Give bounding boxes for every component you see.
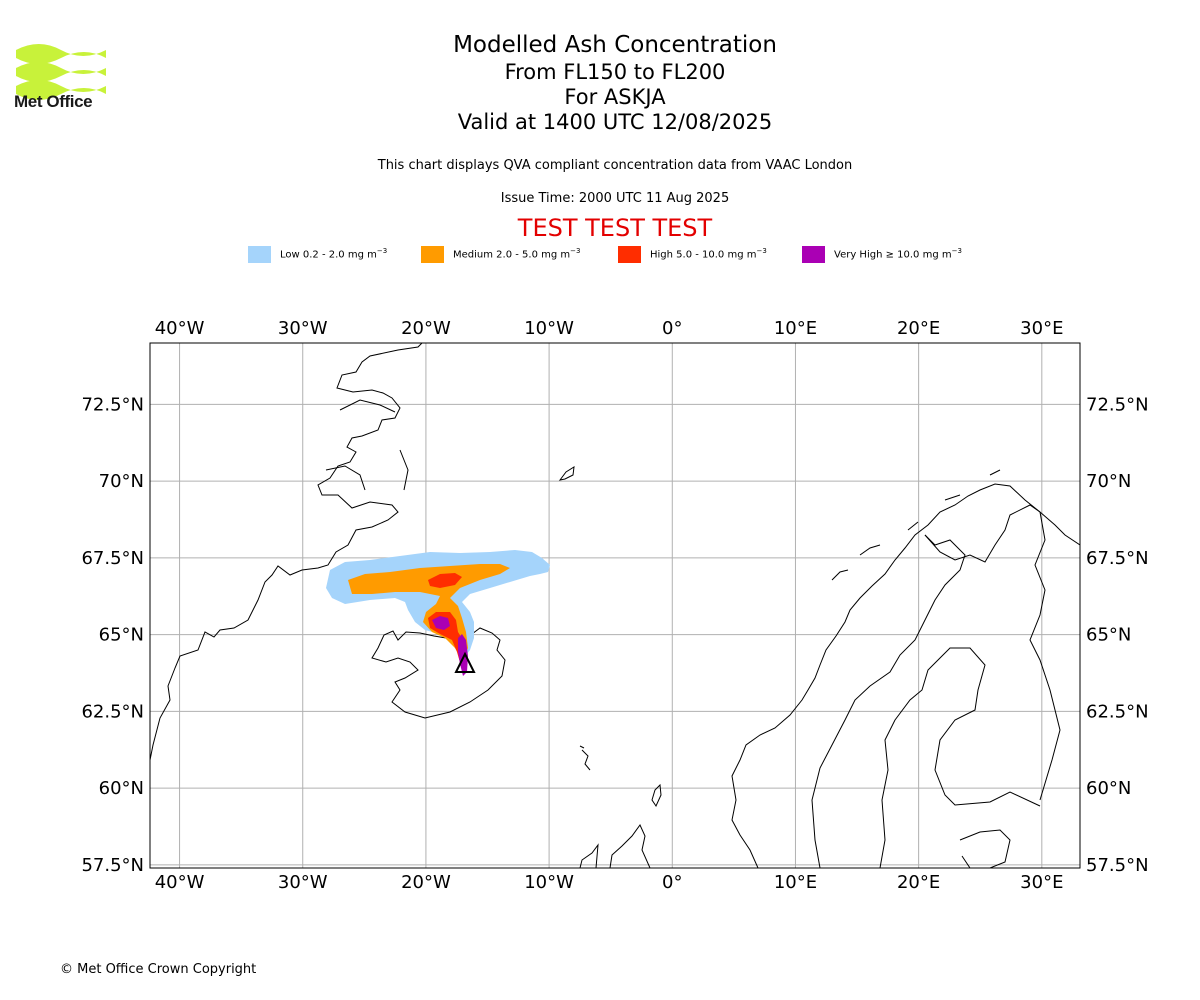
lat-tick-label-left: 57.5°N <box>81 855 144 876</box>
ash-plume <box>326 550 550 676</box>
graticule <box>150 343 1080 868</box>
test-banner: TEST TEST TEST <box>517 214 713 242</box>
lon-tick-label-top: 10°W <box>524 318 574 339</box>
lon-tick-label-bottom: 20°E <box>897 872 940 893</box>
legend-swatch-low <box>248 245 271 263</box>
legend-label-medium: Medium 2.0 - 5.0 mg m <box>453 249 571 261</box>
lon-tick-label-top: 20°W <box>401 318 451 339</box>
baltic-coast <box>879 647 1041 868</box>
ash-medium-area <box>348 564 510 660</box>
lat-tick-label-right: 62.5°N <box>1086 701 1149 722</box>
scandinavia-coastline <box>731 483 1080 868</box>
shetland-coastline <box>651 783 662 808</box>
volcano-marker-icon <box>454 651 476 673</box>
lon-tick-label-bottom: 10°E <box>774 872 817 893</box>
legend-item-high: High 5.0 - 10.0 mg m−3 <box>618 244 767 264</box>
finland-russia-border <box>1029 511 1061 801</box>
chart-title: Modelled Ash Concentration <box>453 32 777 58</box>
lat-tick-label-right: 57.5°N <box>1086 855 1149 876</box>
lon-tick-label-bottom: 30°E <box>1020 872 1063 893</box>
flight-levels: From FL150 to FL200 <box>504 60 726 84</box>
valid-time: Valid at 1400 UTC 12/08/2025 <box>457 110 773 134</box>
lon-tick-label-top: 20°E <box>897 318 940 339</box>
map-background <box>150 343 1080 868</box>
legend-swatch-medium <box>421 245 444 263</box>
ash-very-high-area <box>432 616 468 676</box>
lon-tick-label-top: 10°E <box>774 318 817 339</box>
lon-tick-label-bottom: 0° <box>662 872 682 893</box>
chart-description: This chart displays QVA compliant concen… <box>377 158 853 173</box>
axis-tick-labels: 40°W 40°W 30°W 30°W 20°W 20°W 10°W 10°W 0° 0° 10°E… <box>81 318 1148 893</box>
lon-tick-label-bottom: 40°W <box>155 872 205 893</box>
lon-tick-label-bottom: 10°W <box>524 872 574 893</box>
coastlines <box>150 343 1080 868</box>
met-office-logo-text: Met Office <box>14 92 93 111</box>
lon-tick-label-top: 40°W <box>155 318 205 339</box>
finland-border <box>924 504 1041 563</box>
copyright: © Met Office Crown Copyright <box>60 962 257 977</box>
legend-label-high: High 5.0 - 10.0 mg m <box>650 249 757 261</box>
lon-tick-label-top: 30°W <box>278 318 328 339</box>
lon-tick-label-bottom: 30°W <box>278 872 328 893</box>
legend-item-low: Low 0.2 - 2.0 mg m−3 <box>248 244 387 264</box>
lat-tick-label-right: 72.5°N <box>1086 394 1149 415</box>
lat-tick-label-right: 70°N <box>1086 471 1131 492</box>
legend-label-very-high: Very High ≥ 10.0 mg m <box>834 249 952 261</box>
greenland-coastline <box>150 343 423 868</box>
volcano-name: For ASKJA <box>564 85 666 109</box>
chart-titles: Modelled Ash Concentration From FL150 to… <box>0 30 1200 135</box>
lon-tick-label-top: 0° <box>662 318 682 339</box>
jan-mayen-coastline <box>558 466 575 481</box>
lon-tick-label-top: 30°E <box>1020 318 1063 339</box>
legend-item-medium: Medium 2.0 - 5.0 mg m−3 <box>421 244 580 264</box>
legend-swatch-high <box>618 245 641 263</box>
lat-tick-label-left: 70°N <box>99 471 144 492</box>
iceland-coastline <box>371 627 506 719</box>
norway-islands <box>831 469 1001 581</box>
gotland <box>959 829 1011 868</box>
lat-tick-label-left: 60°N <box>99 778 144 799</box>
legend-item-very-high: Very High ≥ 10.0 mg m−3 <box>802 244 962 264</box>
sweden-finland-border <box>811 534 966 868</box>
legend-label-low: Low 0.2 - 2.0 mg m <box>280 249 377 261</box>
lat-tick-label-right: 67.5°N <box>1086 548 1149 569</box>
lon-tick-label-bottom: 20°W <box>401 872 451 893</box>
lat-tick-label-left: 62.5°N <box>81 701 144 722</box>
lat-tick-label-right: 60°N <box>1086 778 1131 799</box>
met-office-logo-waves <box>16 44 106 100</box>
legend-swatch-very-high <box>802 245 825 263</box>
lat-tick-label-left: 65°N <box>99 625 144 646</box>
scotland-coastline <box>579 824 651 868</box>
faroe-coastline <box>579 745 591 771</box>
lat-tick-label-left: 67.5°N <box>81 548 144 569</box>
lat-tick-label-left: 72.5°N <box>81 394 144 415</box>
map-frame <box>149 342 1081 869</box>
lat-tick-label-right: 65°N <box>1086 625 1131 646</box>
issue-time: Issue Time: 2000 UTC 11 Aug 2025 <box>500 191 730 206</box>
